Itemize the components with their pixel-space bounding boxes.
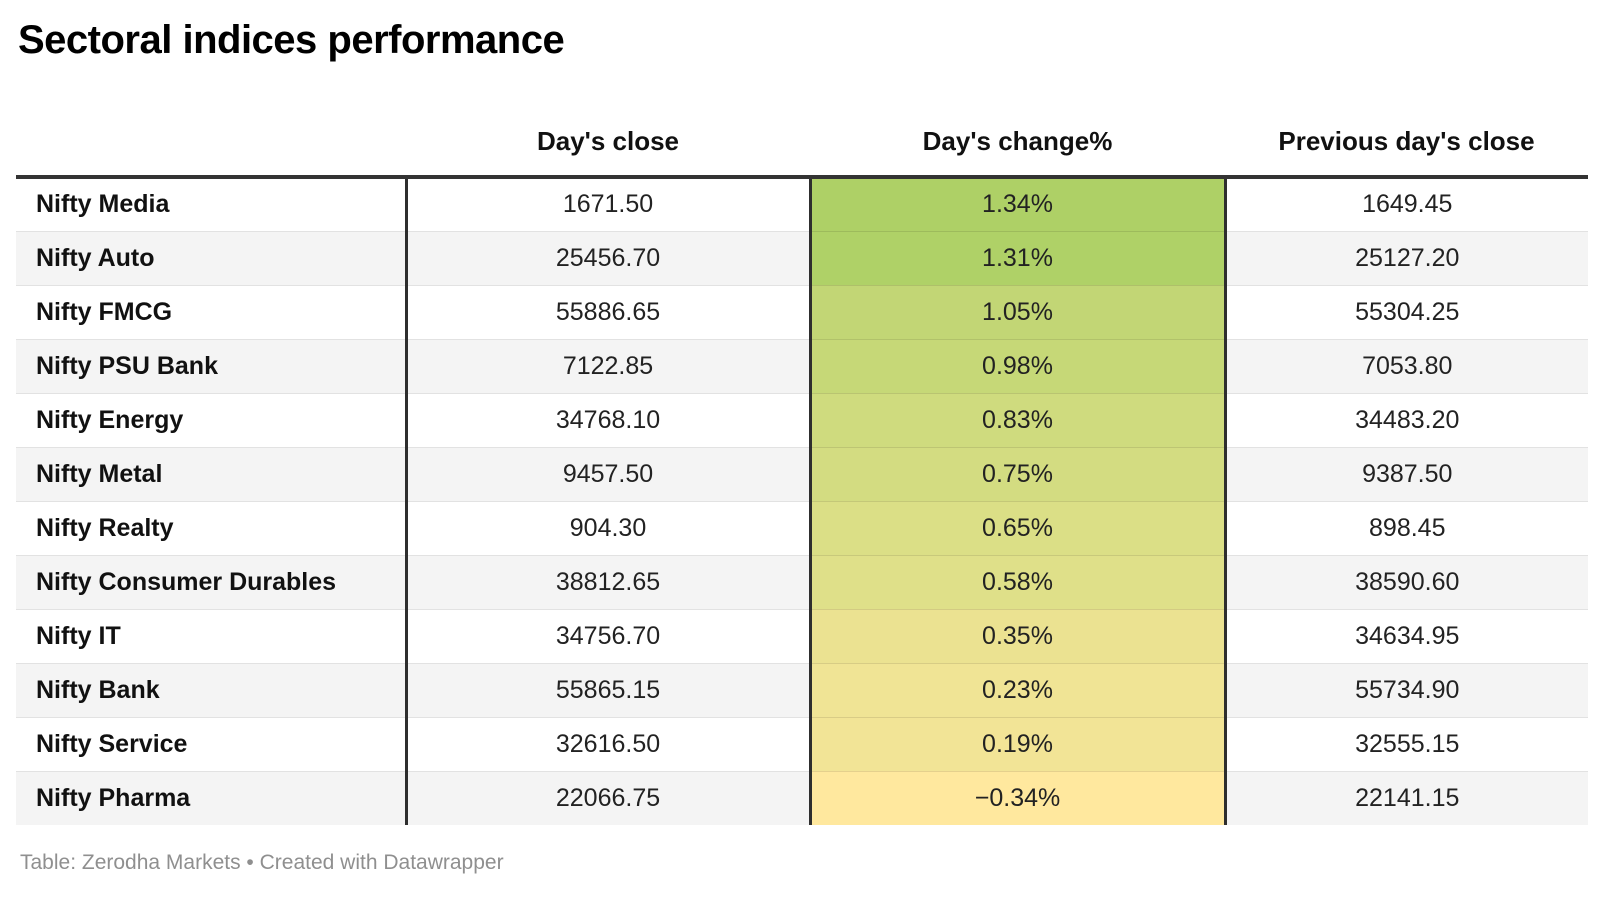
table-row: Nifty PSU Bank 7122.85 0.98% 7053.80 xyxy=(16,338,1588,393)
table-row: Nifty Realty 904.30 0.65% 898.45 xyxy=(16,500,1588,555)
prev-close-cell: 9387.50 xyxy=(1225,446,1588,501)
prev-close-cell: 1649.45 xyxy=(1362,190,1453,219)
prev-close-cell: 898.45 xyxy=(1225,500,1588,555)
days-change-cell: 0.35% xyxy=(808,608,1227,663)
days-change-cell: 1.31% xyxy=(808,230,1227,285)
row-label-cell: Nifty Media xyxy=(16,177,408,231)
row-label-cell: Nifty IT xyxy=(16,608,408,663)
days-change-cell: 1.05% xyxy=(808,284,1227,339)
days-close-cell: 55865.15 xyxy=(406,662,810,717)
days-close-cell: 9457.50 xyxy=(406,446,810,501)
table-row: Nifty Bank 55865.15 0.23% 55734.90 xyxy=(16,662,1588,717)
days-close-cell: 25456.70 xyxy=(406,230,810,285)
attribution-footer: Table: Zerodha Markets • Created with Da… xyxy=(20,851,1608,875)
prev-close-cell: 32555.15 xyxy=(1225,716,1588,771)
prev-close-cell: 55734.90 xyxy=(1225,662,1588,717)
days-change-cell: 0.19% xyxy=(808,716,1227,771)
row-label-cell: Nifty Auto xyxy=(16,230,408,285)
days-close-cell: 38812.65 xyxy=(406,554,810,609)
days-change-cell: 0.23% xyxy=(808,662,1227,717)
prev-close-cell: 55304.25 xyxy=(1225,284,1588,339)
row-label-cell: Nifty Consumer Durables xyxy=(16,554,408,609)
days-close-cell: 1671.50 xyxy=(562,190,654,219)
days-close-cell: 7122.85 xyxy=(406,338,810,393)
row-label-cell: Nifty Service xyxy=(16,716,408,771)
days-close-cell: 34756.70 xyxy=(406,608,810,663)
days-close-cell: 34768.10 xyxy=(406,392,810,447)
days-close-cell: 904.30 xyxy=(406,500,810,555)
header-days-close: Day's close xyxy=(406,62,810,177)
days-change-cell: −0.34% xyxy=(808,770,1227,825)
header-index-blank xyxy=(16,62,406,177)
days-close-cell: 32616.50 xyxy=(406,716,810,771)
days-change-cell: 0.58% xyxy=(808,554,1227,609)
prev-close-cell: 22141.15 xyxy=(1225,770,1588,825)
prev-close-cell: 7053.80 xyxy=(1225,338,1588,393)
table-row: Nifty FMCG 55886.65 1.05% 55304.25 xyxy=(16,284,1588,339)
row-label-cell: Nifty Metal xyxy=(16,446,408,501)
table-row: Nifty Service 32616.50 0.19% 32555.15 xyxy=(16,716,1588,771)
prev-close-cell: 38590.60 xyxy=(1225,554,1588,609)
row-label-cell: Nifty Realty xyxy=(16,500,408,555)
days-change-cell: 0.98% xyxy=(808,338,1227,393)
row-label-cell: Nifty FMCG xyxy=(16,284,408,339)
header-row: Day's close Day's change% Previous day's… xyxy=(16,62,1588,177)
table-row: Nifty Metal 9457.50 0.75% 9387.50 xyxy=(16,446,1588,501)
table-header: Day's close Day's change% Previous day's… xyxy=(16,62,1588,177)
table-row: Nifty Pharma 22066.75 −0.34% 22141.15 xyxy=(16,770,1588,825)
attribution-text: Table: Zerodha Markets • Created with Da… xyxy=(20,851,504,874)
row-label-cell: Nifty PSU Bank xyxy=(16,338,408,393)
header-previous-days-close: Previous day's close xyxy=(1225,62,1588,177)
days-change-cell: 0.65% xyxy=(808,500,1227,555)
table-row: Nifty Consumer Durables 38812.65 0.58% 3859… xyxy=(16,554,1588,609)
days-change-cell: 1.34% xyxy=(808,177,1227,231)
days-close-cell: 22066.75 xyxy=(406,770,810,825)
days-change-cell: 0.83% xyxy=(808,392,1227,447)
sectoral-indices-table: Day's close Day's change% Previous day's… xyxy=(16,62,1588,825)
table-row: Nifty Media 1671.50 1.34% 1649.45 xyxy=(16,177,1588,231)
table-row: Nifty Auto 25456.70 1.31% 25127.20 xyxy=(16,230,1588,285)
table-body: Nifty Media 1671.50 1.34% 1649.45 Nifty Auto… xyxy=(16,177,1588,825)
row-label-cell: Nifty Energy xyxy=(16,392,408,447)
table-row: Nifty IT 34756.70 0.35% 34634.95 xyxy=(16,608,1588,663)
row-label-cell: Nifty Bank xyxy=(16,662,408,717)
prev-close-cell: 25127.20 xyxy=(1225,230,1588,285)
page-title: Sectoral indices performance xyxy=(18,18,565,62)
prev-close-cell: 34634.95 xyxy=(1225,608,1588,663)
header-days-change: Day's change% xyxy=(810,62,1225,177)
prev-close-cell: 34483.20 xyxy=(1225,392,1588,447)
row-label-cell: Nifty Pharma xyxy=(16,770,408,825)
days-change-cell: 0.75% xyxy=(808,446,1227,501)
table-row: Nifty Energy 34768.10 0.83% 34483.20 xyxy=(16,392,1588,447)
days-close-cell: 55886.65 xyxy=(406,284,810,339)
